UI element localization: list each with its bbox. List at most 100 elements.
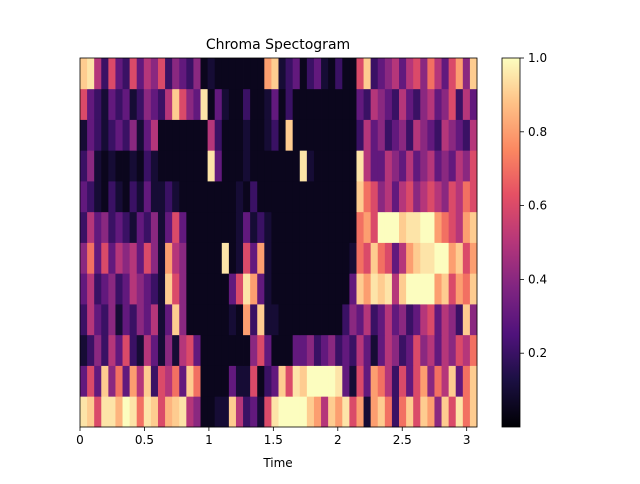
heatmap-cell [462,150,471,182]
heatmap-cell [313,396,322,428]
heatmap-cell [108,396,116,428]
heatmap-cell [87,150,95,182]
heatmap-cell [335,242,343,274]
heatmap-cell [469,365,478,397]
heatmap-cell [193,273,201,305]
heatmap-cell [207,273,216,305]
heatmap-cell [214,334,223,366]
heatmap-cell [391,396,400,428]
heatmap-cell [243,242,251,274]
heatmap-cell [157,88,166,120]
heatmap-cell [328,334,336,366]
heatmap-cell [448,181,457,213]
heatmap-cell [250,273,258,305]
heatmap-cell [363,273,372,305]
heatmap-cell [200,88,209,120]
heatmap-cell [349,150,357,182]
heatmap-cell [313,334,322,366]
heatmap-cell [377,58,386,90]
heatmap-cell [462,119,471,151]
heatmap-cell [363,211,372,243]
heatmap-cell [165,181,173,213]
heatmap-cell [80,119,88,151]
heatmap-cell [342,365,350,397]
heatmap-cell [136,304,145,336]
heatmap-cell [257,119,265,151]
heatmap-cell [306,150,315,182]
heatmap-cell [207,119,216,151]
heatmap-cell [165,119,173,151]
heatmap-cell [335,334,343,366]
heatmap-cell [200,119,209,151]
heatmap-cell [101,334,109,366]
heatmap-cell [101,211,109,243]
heatmap-cell [448,365,457,397]
heatmap-cell [427,396,435,428]
heatmap-cell [207,365,216,397]
heatmap-cell [313,88,322,120]
heatmap-cell [441,242,450,274]
heatmap-cell [363,181,372,213]
heatmap-cell [87,119,95,151]
heatmap-cell [370,304,379,336]
heatmap-cell [264,273,272,305]
heatmap-cell [157,58,166,90]
heatmap-cell [391,242,400,274]
heatmap-cell [434,242,442,274]
heatmap-cell [115,242,123,274]
heatmap-cell [399,304,407,336]
heatmap-cell [207,181,216,213]
heatmap-cell [349,334,357,366]
heatmap-cell [306,119,315,151]
heatmap-cell [413,150,421,182]
heatmap-cell [243,181,251,213]
heatmap-cell [469,58,478,90]
heatmap-cell [186,273,194,305]
heatmap-cell [250,58,258,90]
heatmap-cell [250,88,258,120]
heatmap-cell [356,304,364,336]
heatmap-cell [122,211,131,243]
heatmap-cell [455,88,464,120]
heatmap-cell [143,273,152,305]
heatmap-cell [250,304,258,336]
heatmap-cell [469,334,478,366]
heatmap-cell [165,211,173,243]
heatmap-cell [108,150,116,182]
heatmap-cell [136,334,145,366]
heatmap-cell [235,334,244,366]
heatmap-cell [186,181,194,213]
heatmap-cell [462,304,471,336]
heatmap-cell [335,211,343,243]
heatmap-cell [80,334,88,366]
heatmap-cell [214,242,223,274]
heatmap-cell [313,273,322,305]
heatmap-cell [150,211,159,243]
heatmap-cell [321,181,329,213]
heatmap-cell [434,334,442,366]
heatmap-cell [228,396,237,428]
heatmap-cell [179,365,187,397]
heatmap-cell [257,181,265,213]
heatmap-cell [434,88,442,120]
heatmap-cell [328,273,336,305]
heatmap-cell [150,273,159,305]
heatmap-cell [94,242,102,274]
heatmap-cell [356,365,364,397]
heatmap-cell [406,119,414,151]
x-tick-label: 1.5 [264,433,283,447]
heatmap-cell [207,150,216,182]
heatmap-cell [455,119,464,151]
heatmap-cell [122,150,131,182]
heatmap-cell [384,304,393,336]
x-tick-label: 3 [463,433,471,447]
heatmap-cell [363,396,372,428]
heatmap-cell [469,242,478,274]
heatmap-cell [441,365,450,397]
heatmap-cell [335,396,343,428]
heatmap-cell [427,58,435,90]
heatmap-cell [200,334,209,366]
colorbar-tick-label: 1.0 [528,51,547,65]
heatmap-cell [420,334,428,366]
chart-title: Chroma Spectogram [206,37,350,53]
